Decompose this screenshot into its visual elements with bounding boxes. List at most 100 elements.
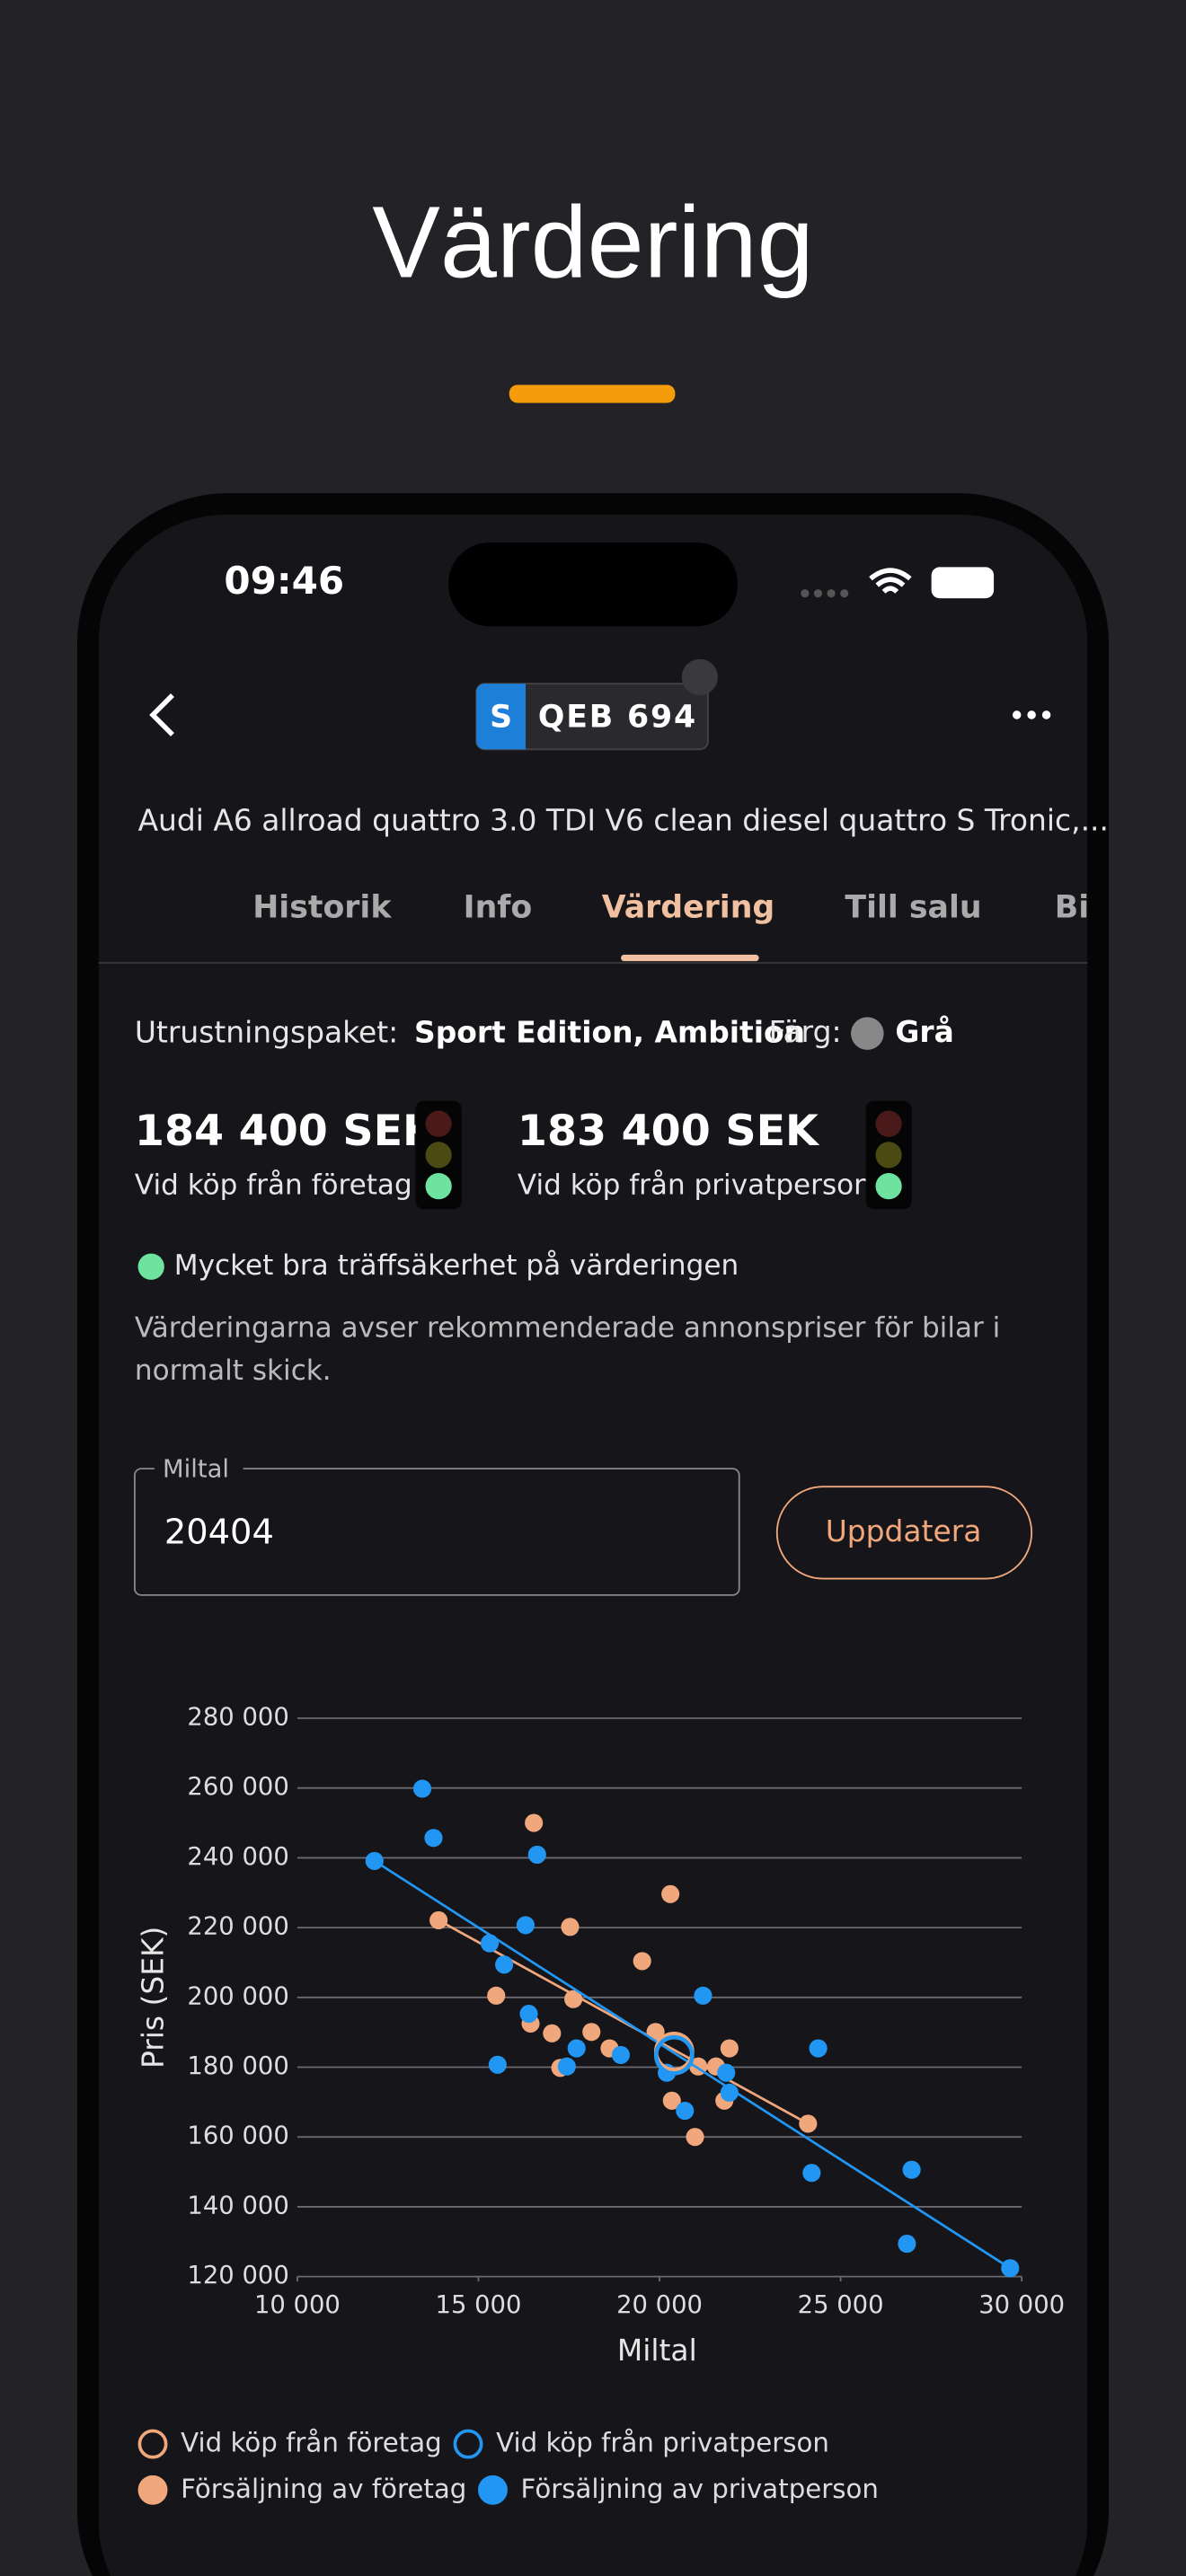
legend-marker — [137, 2429, 168, 2459]
signal — [801, 589, 849, 598]
tab[interactable]: Historik — [252, 890, 392, 926]
note: normalt skick. — [135, 1354, 332, 1387]
sale-point — [611, 2045, 630, 2064]
accuracy-text: Mycket bra träffsäkerhet på värderingen — [174, 1248, 739, 1282]
legend-marker — [453, 2429, 483, 2459]
trend-line — [374, 1859, 1012, 2270]
back-button[interactable] — [149, 693, 174, 737]
title-underline — [509, 384, 676, 403]
color-value: Grå — [895, 1014, 953, 1049]
color-swatch — [851, 1017, 884, 1050]
sale-point — [633, 1952, 651, 1971]
sale-point — [525, 1813, 544, 1832]
sale-point — [720, 2039, 739, 2058]
car-name: Audi A6 allroad quattro 3.0 TDI V6 clean… — [138, 802, 1109, 837]
equipment-label: Utrustningspaket: — [135, 1014, 398, 1049]
tab[interactable]: Till salu — [845, 890, 981, 926]
input-label: Miltal — [163, 1455, 229, 1483]
equipment-value: Sport Edition, Ambition — [414, 1014, 805, 1049]
sale-point — [516, 1916, 535, 1935]
sale-point — [694, 1986, 712, 2005]
sale-point — [686, 2128, 704, 2147]
phone-screen — [98, 514, 1088, 2576]
plate-letter: S — [490, 700, 512, 736]
chart: 120 000 140 000 160 000 180 000 200 000 220 0… — [137, 1704, 1065, 2505]
tab[interactable]: Info — [464, 890, 533, 926]
tab[interactable]: Bi — [1055, 890, 1089, 926]
y-tick-label: 280 000 — [187, 1704, 288, 1732]
sale-point — [519, 2005, 538, 2024]
sale-point — [488, 2055, 507, 2074]
color-label: Färg: — [769, 1014, 842, 1049]
sale-point — [720, 2083, 739, 2102]
bell-icon[interactable] — [681, 658, 718, 695]
y-tick-label: 200 000 — [187, 1982, 288, 2010]
sale-point — [480, 1934, 500, 1953]
sale-point — [543, 2024, 562, 2042]
sale-point — [802, 2164, 821, 2183]
tabs: Historik Info Värdering Till salu Bi — [252, 890, 1089, 926]
sale-point — [527, 1845, 546, 1864]
sale-point — [557, 2057, 576, 2076]
battery-icon — [931, 567, 995, 599]
equipment: Utrustningspaket: Sport Edition, Ambitio… — [135, 1014, 805, 1049]
y-tick-label: 120 000 — [187, 2262, 288, 2289]
tab-indicator — [621, 954, 759, 962]
sale-point — [661, 1884, 680, 1903]
traffic-light — [865, 1100, 912, 1210]
sale-point — [902, 2160, 921, 2179]
sale-point — [809, 2039, 828, 2058]
traffic-light — [415, 1100, 462, 1210]
price-label: Vid köp från företag — [135, 1169, 412, 1202]
update-button-label[interactable]: Uppdatera — [826, 1513, 982, 1548]
sale-point — [495, 1955, 514, 1974]
more-button[interactable] — [1012, 710, 1051, 719]
sale-point — [487, 1986, 506, 2005]
y-tick-label: 140 000 — [187, 2192, 288, 2219]
sale-point — [799, 2114, 818, 2133]
x-axis-label: Miltal — [617, 2333, 697, 2368]
sale-point — [412, 1779, 432, 1798]
mileage-input[interactable] — [134, 1468, 740, 1596]
x-tick-label: 15 000 — [436, 2291, 522, 2319]
legend-label: Vid köp från privatperson — [496, 2428, 829, 2458]
y-tick-label: 160 000 — [187, 2122, 288, 2150]
y-tick-label: 260 000 — [187, 1773, 288, 1801]
input-label-bg — [154, 1455, 243, 1486]
plate[interactable]: S QEB 694 — [475, 683, 709, 751]
legend-marker — [478, 2475, 508, 2505]
y-axis-label: Pris (SEK) — [135, 1927, 170, 2069]
x-tick-label: 30 000 — [978, 2291, 1065, 2319]
legend-marker — [137, 2475, 168, 2505]
sale-point — [424, 1829, 443, 1848]
x-tick-label: 20 000 — [616, 2291, 703, 2319]
sale-point — [561, 1918, 580, 1936]
y-tick-label: 180 000 — [187, 2052, 288, 2080]
x-tick-label: 10 000 — [254, 2291, 341, 2319]
sale-point — [898, 2235, 916, 2254]
legend-label: Vid köp från företag — [181, 2428, 442, 2458]
update-button[interactable] — [775, 1486, 1033, 1580]
sale-point — [676, 2102, 695, 2121]
page-title: Värdering — [372, 185, 813, 299]
price: 183 400 SEK — [518, 1107, 820, 1156]
x-tick-label: 25 000 — [798, 2291, 884, 2319]
tab[interactable]: Värdering — [602, 890, 775, 926]
note: Värderingarna avser rekommenderade annon… — [135, 1312, 1000, 1345]
legend-label: Försäljning av privatperson — [521, 2474, 879, 2504]
status-time: 09:46 — [224, 559, 344, 603]
price-label: Vid köp från privatperson — [518, 1169, 872, 1202]
plate-number: QEB 694 — [538, 700, 697, 736]
sale-point — [564, 1989, 583, 2008]
price: 184 400 SEK — [135, 1107, 438, 1156]
y-tick-label: 240 000 — [187, 1843, 288, 1871]
dynamic-island — [448, 542, 738, 627]
sale-point — [717, 2063, 736, 2082]
sale-point — [662, 2091, 681, 2110]
accuracy-dot — [137, 1253, 164, 1280]
trend-line — [438, 1919, 809, 2125]
sale-point — [582, 2023, 601, 2042]
y-tick-label: 220 000 — [187, 1913, 288, 1941]
